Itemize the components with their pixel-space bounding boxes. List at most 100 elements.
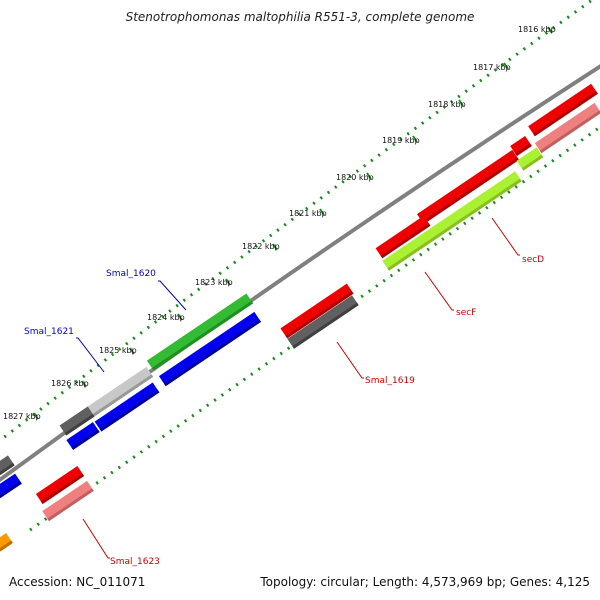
feature-red-secf-upper-shade: [380, 223, 431, 259]
scale-major-tick: [272, 243, 278, 251]
map-title: Stenotrophomonas maltophilia R551-3, com…: [125, 10, 475, 24]
feature-edge-orange-body: [0, 532, 13, 554]
feature-smal1619-red-body: [280, 283, 354, 339]
feature-smal1620-green-body: [146, 293, 254, 371]
feature-smal1623-pink-body: [42, 480, 94, 522]
scale-major-tick: [225, 278, 231, 286]
scale-major-tick: [319, 208, 325, 216]
scale-major-tick: [412, 135, 418, 143]
feature-pink-top-shade: [539, 110, 600, 154]
leader-smal-1619: [336, 341, 364, 379]
scale-tick-label: 1823 kbp: [195, 278, 233, 287]
feature-smal1619-gray-body: [287, 295, 359, 349]
feature-smal1621-lightgray: [86, 366, 154, 418]
genome-summary-text: Topology: circular; Length: 4,573,969 bp…: [260, 575, 590, 589]
feature-secd-red-shade: [422, 157, 520, 225]
feature-smal1620-blue: [158, 311, 262, 387]
gene-label-secd[interactable]: secD: [522, 255, 544, 265]
feature-red-outer-top-body: [528, 83, 598, 137]
feature-smal1620-blue-shade: [164, 319, 262, 387]
scale-tick-label: 1818 kbp: [428, 100, 466, 109]
feature-blue-mid-body: [94, 382, 160, 432]
feature-lime-secf-shade: [387, 178, 522, 271]
scale-tick-label: 1821 kbp: [289, 209, 327, 218]
feature-lime-secf: [382, 171, 522, 271]
feature-red-small-body: [510, 135, 532, 157]
feature-edge-blue-shade: [0, 481, 22, 501]
feature-blue-small: [66, 422, 100, 450]
feature-smal1621-lightgray-body: [86, 366, 154, 418]
feature-lime-small-shade: [521, 154, 544, 171]
feature-smal1619-red-shade: [285, 291, 354, 339]
feature-smal1623-red-shade: [40, 473, 85, 504]
gene-label-smal-1619[interactable]: Smal_1619: [365, 376, 415, 386]
feature-blue-mid-shade: [99, 389, 160, 432]
scale-major-tick: [458, 99, 464, 107]
feature-pink-top: [534, 102, 600, 154]
feature-smal1619-red: [280, 283, 354, 339]
gene-label-secf[interactable]: secF: [456, 308, 476, 318]
feature-edge-blue-body: [0, 473, 22, 501]
feature-smal1619-gray: [287, 295, 359, 349]
feature-smal1621-lightgray-shade: [91, 374, 154, 418]
scale-major-tick: [503, 62, 509, 70]
leader-smal-1623: [82, 518, 110, 559]
feature-gray-small: [59, 406, 95, 436]
gene-label-smal-1623[interactable]: Smal_1623: [110, 557, 160, 567]
feature-lime-secf-body: [382, 171, 522, 271]
feature-secd-red-body: [416, 149, 520, 225]
feature-smal1623-pink-shade: [47, 488, 94, 522]
feature-pink-top-body: [534, 102, 600, 154]
gene-label-smal-1621[interactable]: Smal_1621: [24, 327, 74, 337]
feature-edge-orange-shade: [0, 540, 13, 554]
feature-smal1620-green: [146, 293, 254, 371]
accession-text: Accession: NC_011071: [9, 575, 146, 589]
scale-major-tick: [547, 26, 553, 34]
scale-tick-label: 1827 kbp: [3, 412, 41, 421]
feature-edge-gray-shade: [0, 462, 15, 477]
scale-major-tick: [129, 347, 135, 355]
genome-backbone-line: [0, 64, 600, 483]
feature-lime-small-body: [516, 147, 544, 171]
feature-red-outer-top-shade: [533, 91, 598, 137]
feature-smal1623-red: [35, 466, 85, 504]
scale-tick-label: 1819 kbp: [382, 136, 420, 145]
feature-lime-small: [516, 147, 544, 171]
scale-tick-label: 1817 kbp: [473, 63, 511, 72]
leader-lines-layer: [76, 217, 520, 559]
leader-smal-1620: [158, 280, 187, 311]
feature-gray-small-shade: [64, 413, 95, 436]
feature-blue-mid: [94, 382, 160, 432]
leader-secd: [491, 217, 520, 256]
backbone-layer: [0, 64, 600, 483]
feature-secd-red: [416, 149, 520, 225]
scale-major-tick: [177, 313, 183, 321]
scale-tick-label: 1820 kbp: [336, 173, 374, 182]
feature-edge-gray-body: [0, 455, 15, 477]
feature-red-small: [510, 135, 532, 157]
feature-edge-blue: [0, 473, 22, 501]
scale-tick-label: 1826 kbp: [51, 379, 89, 388]
feature-edge-gray: [0, 455, 15, 477]
feature-edge-orange: [0, 532, 13, 554]
feature-smal1623-red-body: [35, 466, 85, 504]
leader-smal-1621: [76, 337, 105, 373]
scale-major-tick: [81, 380, 87, 388]
feature-red-secf-upper: [375, 215, 431, 259]
feature-gray-small-body: [59, 406, 95, 436]
feature-smal1619-gray-shade: [292, 302, 359, 349]
gene-label-smal-1620[interactable]: Smal_1620: [106, 269, 156, 279]
feature-blue-small-body: [66, 422, 100, 450]
feature-smal1620-blue-body: [158, 311, 262, 387]
feature-smal1620-green-shade: [151, 300, 254, 371]
scale-major-tick: [366, 172, 372, 180]
scale-tick-label: 1825 kbp: [99, 346, 137, 355]
leader-secf: [424, 271, 454, 311]
feature-red-secf-upper-body: [375, 215, 431, 259]
feature-blue-small-shade: [71, 429, 100, 450]
feature-red-small-shade: [515, 143, 532, 157]
feature-red-outer-top: [528, 83, 598, 137]
scale-major-tick: [33, 412, 39, 420]
